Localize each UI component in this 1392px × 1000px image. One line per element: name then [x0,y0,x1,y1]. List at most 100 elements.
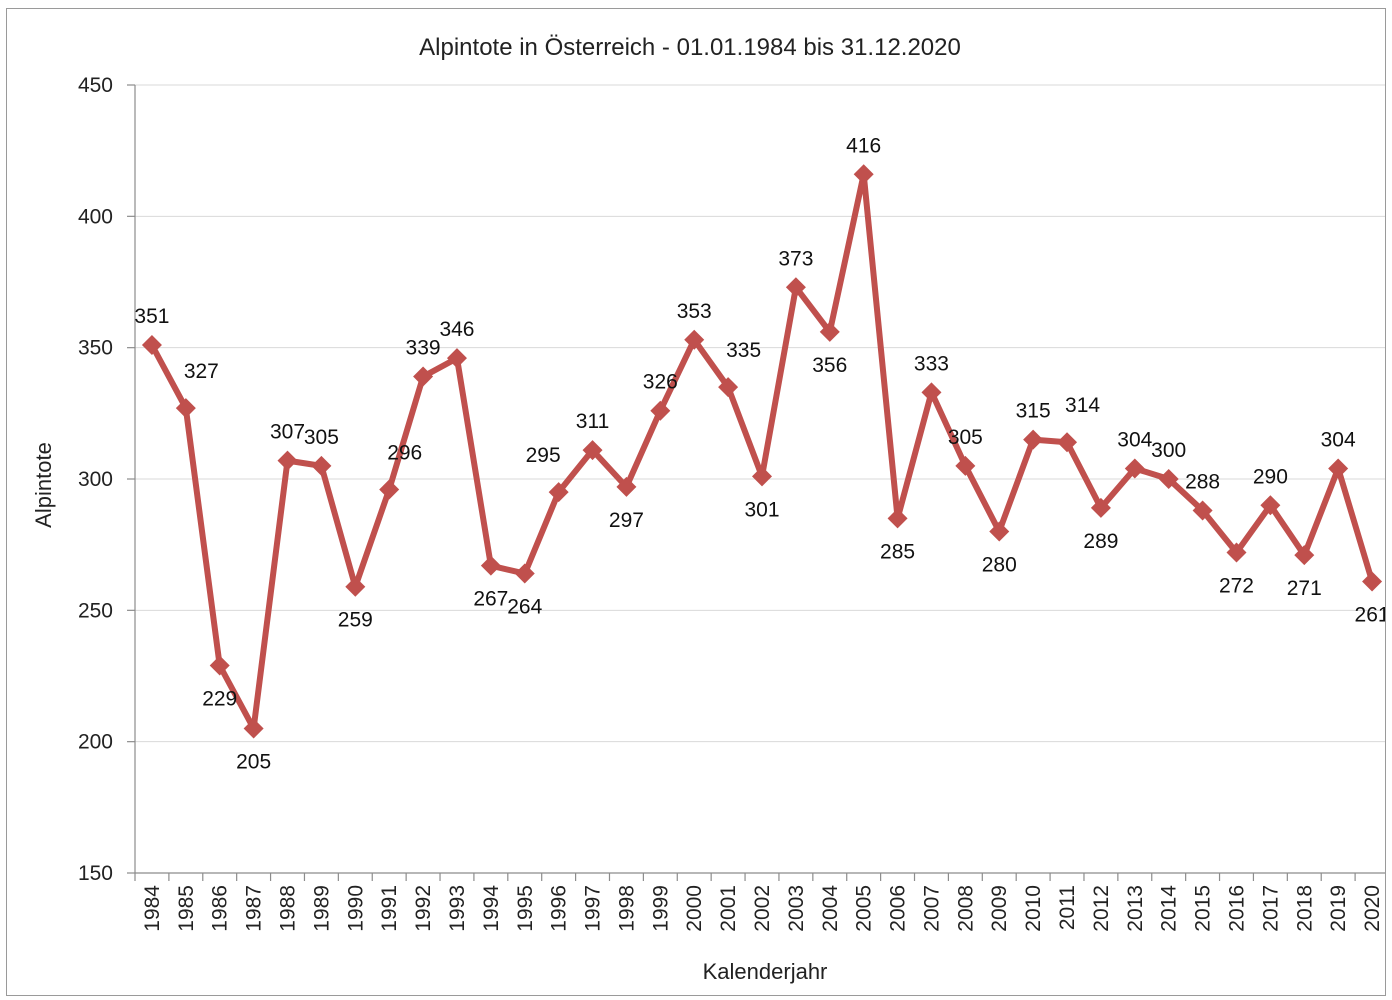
x-tick-label-1992: 1992 [412,885,435,932]
series-line [149,171,1375,732]
x-tick-labels: 1984 1985 1986 1987 1988 1989 1990 1991 1992 1993… [141,885,1384,932]
axes [127,84,1385,881]
data-markers [141,164,1383,739]
data-point-2020 [1362,571,1383,592]
data-label-2009: 280 [982,554,1017,577]
data-point-1985 [175,398,196,419]
data-point-2012 [1090,497,1111,518]
data-label-2017: 290 [1253,465,1288,488]
x-tick-label-1993: 1993 [446,885,469,932]
chart-title: Alpintote in Österreich - 01.01.1984 bis… [419,34,961,61]
data-point-2010 [1023,429,1044,450]
data-point-1993 [446,348,467,369]
y-tick-label-350: 350 [78,337,113,360]
data-point-2000 [684,329,705,350]
data-label-1996: 295 [526,444,561,467]
data-point-2001 [718,377,739,398]
data-point-1988 [277,450,298,471]
data-point-1996 [548,482,569,503]
data-point-2002 [752,466,772,487]
data-point-2016 [1226,542,1247,563]
data-label-1988: 307 [270,421,305,444]
data-point-2014 [1158,469,1179,489]
x-tick-label-1985: 1985 [175,885,198,932]
data-point-2007 [921,382,942,403]
x-tick-label-2008: 2008 [954,885,977,932]
data-label-2002: 301 [744,498,779,521]
x-tick-label-2004: 2004 [819,885,842,932]
data-point-1984 [141,335,162,356]
data-label-2003: 373 [778,247,813,270]
x-tick-label-1987: 1987 [243,885,266,932]
data-label-2000: 353 [677,300,712,323]
data-point-1986 [209,655,230,676]
data-point-2006 [887,508,908,529]
data-point-2005 [853,164,874,185]
x-tick-label-2003: 2003 [785,885,808,932]
data-label-2007: 333 [914,352,949,375]
x-tick-label-2000: 2000 [683,885,706,932]
x-tick-label-2010: 2010 [1022,885,1045,932]
x-tick-label-1989: 1989 [310,885,333,932]
data-label-1984: 351 [134,305,169,328]
data-point-2013 [1124,458,1145,479]
x-tick-label-1988: 1988 [277,885,300,932]
gridlines [135,84,1385,743]
data-label-2010: 315 [1016,400,1051,423]
data-label-2015: 288 [1185,471,1220,494]
data-point-2009 [989,521,1010,542]
x-tick-label-1986: 1986 [209,885,232,932]
y-tick-label-250: 250 [78,599,113,622]
x-tick-label-1998: 1998 [615,885,638,932]
y-tick-labels: 150 200 250 300 350 400 450 [78,74,113,885]
data-label-2005: 416 [846,134,881,157]
x-tick-label-1997: 1997 [582,885,605,932]
data-label-1992: 339 [406,337,441,360]
x-tick-label-1990: 1990 [344,885,367,932]
data-label-2013: 304 [1117,428,1152,451]
x-axis-title: Kalenderjahr [703,959,828,984]
data-label-2001: 335 [726,339,761,362]
data-label-2006: 285 [880,540,915,563]
data-label-2020: 261 [1355,603,1385,626]
data-point-2015 [1192,500,1213,521]
data-point-1991 [379,479,400,500]
data-label-1987: 205 [236,751,271,774]
data-point-2008 [955,455,976,476]
data-label-1995: 264 [507,596,542,619]
data-label-2016: 272 [1219,575,1254,598]
x-tick-label-2014: 2014 [1158,885,1181,932]
data-labels: 3513272292053073052592963393462672642953… [134,134,1385,773]
data-label-2019: 304 [1321,428,1356,451]
data-point-1997 [582,440,603,461]
x-tick-label-2016: 2016 [1225,885,1248,932]
data-label-1999: 326 [643,371,678,394]
data-point-1994 [480,555,501,576]
data-label-2014: 300 [1151,439,1186,462]
x-tick-label-2013: 2013 [1124,885,1147,932]
x-tick-label-2002: 2002 [751,885,774,932]
data-point-1995 [514,563,535,584]
y-axis-title: Alpintote [31,442,56,528]
x-tick-label-2007: 2007 [920,885,943,932]
x-tick-label-2005: 2005 [853,885,876,932]
data-label-1994: 267 [473,588,508,611]
y-tick-label-450: 450 [78,74,113,97]
x-tick-label-2011: 2011 [1056,885,1079,930]
data-label-1986: 229 [202,687,237,710]
data-label-1985: 327 [184,360,219,383]
data-label-1989: 305 [304,426,339,449]
data-point-1998 [616,476,637,497]
y-tick-label-400: 400 [78,205,113,228]
y-tick-label-300: 300 [78,468,113,491]
data-label-2018: 271 [1287,577,1322,600]
x-tick-label-2006: 2006 [887,885,910,932]
data-label-1991: 296 [387,442,422,465]
data-point-2003 [785,277,806,298]
data-label-1990: 259 [338,609,373,632]
x-tick-label-1984: 1984 [141,885,164,932]
x-tick-label-2015: 2015 [1192,885,1215,932]
x-tick-label-1999: 1999 [649,885,672,932]
line-chart: Alpintote in Österreich - 01.01.1984 bis… [31,34,1385,984]
x-tick-label-2017: 2017 [1259,885,1282,932]
